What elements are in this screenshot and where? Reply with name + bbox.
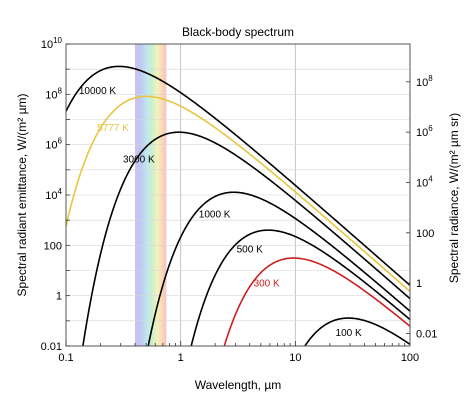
y-tick-label: 0.01 [41,341,62,353]
x-axis-ticks: 0.1 1 10 100 [58,341,419,364]
right-axis-ticks: 0.01 1 100 104 106 108 [406,74,437,340]
right-axis-label: Spectral radiance, W/(m² µm sr) [447,113,461,283]
y-tick-label: 1010 [41,36,63,51]
series-label-100k: 100 K [336,328,362,339]
y-tick-label: 108 [45,86,62,101]
series-label-1000k: 1000 K [199,210,231,221]
y-tick-label: 100 [44,240,62,252]
series-labels: 10000 K 5777 K 3000 K 1000 K 500 K 300 K 100 K [79,86,362,339]
series-label-500k: 500 K [237,244,263,255]
y-tick-label: 0.01 [416,328,437,340]
curve-5777k [66,95,410,292]
curve-100k [303,317,410,346]
y-tick-label: 106 [416,124,433,139]
chart-title: Black-body spectrum [182,25,294,39]
series-label-300k: 300 K [254,278,280,289]
y-tick-label: 1 [56,291,62,303]
x-tick-label: 1 [178,352,184,364]
y-tick-label: 100 [416,228,434,240]
x-tick-label: 0.1 [58,352,73,364]
y-tick-label: 104 [416,174,433,189]
series-label-3000k: 3000 K [123,154,155,165]
x-tick-label: 10 [289,352,301,364]
curve-500k [190,229,410,346]
spectrum-curves [66,65,410,346]
x-tick-label: 100 [401,352,419,364]
left-axis-label: Spectral radiant emittance, W/(m² µm) [15,94,29,297]
y-tick-label: 104 [45,187,62,202]
curve-10000k [66,65,410,286]
series-label-10000k: 10000 K [79,86,117,97]
y-tick-label: 1 [416,278,422,290]
y-tick-label: 108 [416,74,433,89]
x-axis-label: Wavelength, µm [195,378,282,392]
curve-300k [223,257,410,346]
y-tick-label: 106 [45,137,62,152]
curve-1000k [147,191,410,346]
series-label-5777k: 5777 K [97,123,129,134]
curve-3000k [82,131,410,346]
left-axis-ticks: 0.01 1 100 104 106 108 1010 [41,36,70,353]
